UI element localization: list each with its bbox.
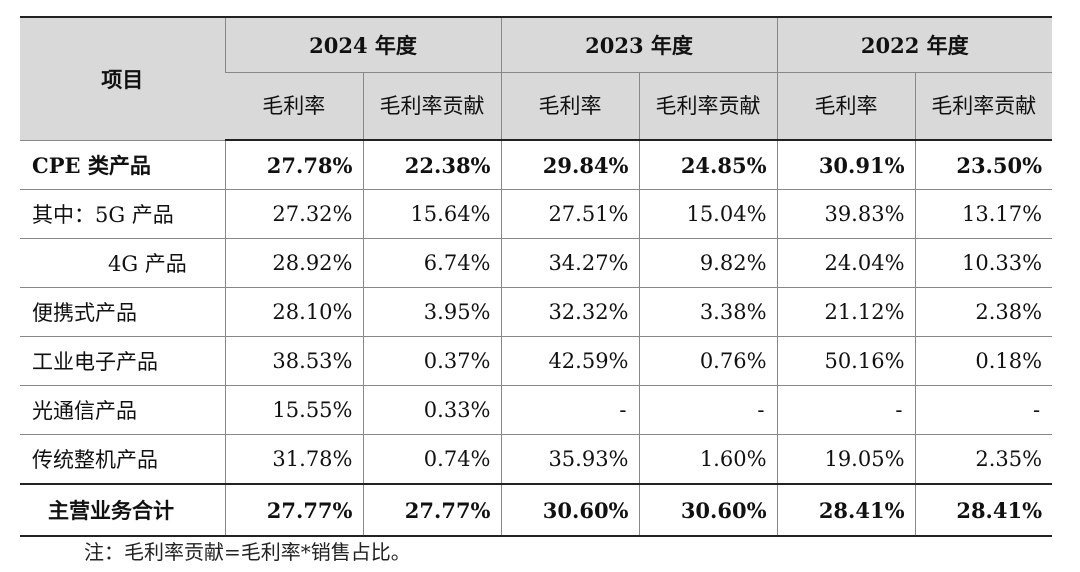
table-cell: 31.78% (224, 434, 363, 485)
table-cell: 15.55% (224, 385, 363, 435)
table-cell: 19.05% (776, 434, 916, 485)
table-cell: 30.60% (638, 483, 778, 537)
table-cell: 24.85% (638, 140, 778, 190)
table-cell: 0.33% (362, 385, 502, 435)
year-header-2022: 2022 年度 (776, 16, 1053, 73)
table-cell: 23.50% (914, 140, 1053, 190)
subheader-gross-margin: 毛利率 (225, 72, 363, 141)
table-cell: - (914, 385, 1053, 435)
table-cell: 27.78% (224, 140, 363, 190)
row-label: 传统整机产品 (20, 434, 225, 485)
table-cell: 27.51% (500, 189, 640, 239)
subheader-margin-contribution: 毛利率贡献 (638, 72, 778, 141)
table-row: 光通信产品 15.55% 0.33% - - - - (20, 385, 1053, 435)
table-cell: 39.83% (776, 189, 916, 239)
row-label: 主营业务合计 (20, 483, 225, 537)
table-cell: 0.18% (914, 336, 1053, 386)
table-row: 其中：5G 产品 27.32% 15.64% 27.51% 15.04% 39.… (20, 189, 1053, 239)
table-cell: 28.10% (224, 287, 363, 337)
table-cell: 27.77% (362, 483, 502, 537)
table-cell: - (776, 385, 916, 435)
table-cell: 3.95% (362, 287, 502, 337)
table-row: 传统整机产品 31.78% 0.74% 35.93% 1.60% 19.05% … (20, 434, 1053, 485)
table-cell: 10.33% (914, 238, 1053, 288)
table-row: 4G 产品 28.92% 6.74% 34.27% 9.82% 24.04% 1… (20, 238, 1053, 288)
table-cell: 0.37% (362, 336, 502, 386)
subheader-gross-margin: 毛利率 (500, 72, 640, 141)
row-label: 光通信产品 (20, 385, 225, 435)
subheader-margin-contribution: 毛利率贡献 (914, 72, 1053, 141)
row-label: 4G 产品 (20, 238, 225, 288)
table-cell: 29.84% (500, 140, 640, 190)
table-cell: 0.74% (362, 434, 502, 485)
table-cell: 1.60% (638, 434, 778, 485)
table-cell: 28.41% (914, 483, 1053, 537)
table-cell: 42.59% (500, 336, 640, 386)
table-cell: 34.27% (500, 238, 640, 288)
table-cell: - (638, 385, 778, 435)
table-cell: 15.04% (638, 189, 778, 239)
table-cell: 21.12% (776, 287, 916, 337)
table-cell: - (500, 385, 640, 435)
table-cell: 50.16% (776, 336, 916, 386)
table-cell: 30.91% (776, 140, 916, 190)
table-cell: 3.38% (638, 287, 778, 337)
table-cell: 15.64% (362, 189, 502, 239)
table-cell: 13.17% (914, 189, 1053, 239)
table-cell: 28.92% (224, 238, 363, 288)
table-cell: 38.53% (224, 336, 363, 386)
subheader-margin-contribution: 毛利率贡献 (362, 72, 502, 141)
table-row: 工业电子产品 38.53% 0.37% 42.59% 0.76% 50.16% … (20, 336, 1053, 386)
table-cell: 28.41% (776, 483, 916, 537)
table-cell: 2.38% (914, 287, 1053, 337)
table-cell: 0.76% (638, 336, 778, 386)
table-cell: 30.60% (500, 483, 640, 537)
gross-margin-table: 项目 2024 年度 2023 年度 2022 年度 毛利率 毛利率贡献 毛利率… (20, 16, 1053, 537)
row-label: 其中：5G 产品 (20, 189, 225, 239)
table-row: 便携式产品 28.10% 3.95% 32.32% 3.38% 21.12% 2… (20, 287, 1053, 337)
year-header-2024: 2024 年度 (224, 16, 502, 73)
table-row-total: 主营业务合计 27.77% 27.77% 30.60% 30.60% 28.41… (20, 483, 1053, 537)
table-cell: 32.32% (500, 287, 640, 337)
table-cell: 27.32% (224, 189, 363, 239)
table-cell: 6.74% (362, 238, 502, 288)
item-header: 项目 (20, 16, 225, 141)
table-cell: 2.35% (914, 434, 1053, 485)
year-header-2023: 2023 年度 (500, 16, 778, 73)
footnote: 注：毛利率贡献=毛利率*销售占比。 (84, 540, 411, 564)
subheader-gross-margin: 毛利率 (776, 72, 916, 141)
table-row: CPE 类产品 27.78% 22.38% 29.84% 24.85% 30.9… (20, 140, 1053, 190)
table-cell: 35.93% (500, 434, 640, 485)
table-cell: 24.04% (776, 238, 916, 288)
table-cell: 9.82% (638, 238, 778, 288)
row-label: CPE 类产品 (20, 140, 225, 190)
row-label: 便携式产品 (20, 287, 225, 337)
row-label: 工业电子产品 (20, 336, 225, 386)
table-cell: 22.38% (362, 140, 502, 190)
table-cell: 27.77% (224, 483, 363, 537)
